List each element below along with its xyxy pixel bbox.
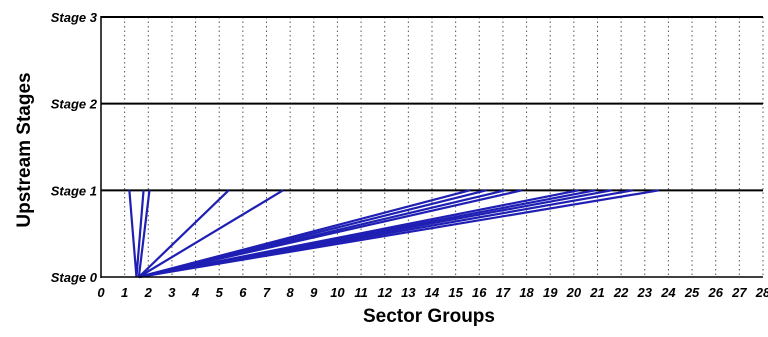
x-tick-label: 17 [496,285,511,300]
x-tick-label: 10 [330,285,345,300]
y-tick-labels: Stage 0 Stage 1 Stage 2 Stage 3 [51,10,98,285]
x-tick-label: 26 [707,285,723,300]
axes [100,16,763,278]
x-tick-label: 15 [448,285,463,300]
link-line [137,190,151,278]
y-tick-label: Stage 1 [51,183,97,198]
x-tick-label: 0 [97,285,105,300]
x-tick-label: 1 [121,285,128,300]
y-tick-label: Stage 3 [51,10,98,25]
link-line [135,190,145,278]
x-tick-label: 12 [377,285,392,300]
link-line [128,190,138,278]
x-tick-label: 18 [519,285,534,300]
grid [101,16,764,277]
x-tick-label: 20 [566,285,582,300]
x-tick-labels: 0 1 2 3 4 5 6 7 8 9 10 11 12 13 14 15 16 17 18 19 20 21 22 23 24… [97,285,768,300]
x-tick-label: 25 [684,285,700,300]
link-lines [128,189,660,279]
x-tick-label: 3 [168,285,176,300]
y-tick-label: Stage 0 [51,270,98,285]
x-tick-label: 5 [216,285,224,300]
x-tick-label: 14 [425,285,440,300]
x-tick-label: 27 [731,285,747,300]
x-axis-label: Sector Groups [363,306,495,327]
x-tick-label: 7 [263,285,271,300]
x-tick-label: 11 [354,285,368,300]
x-tick-label: 23 [637,285,653,300]
link-line [138,189,284,278]
x-tick-label: 22 [613,285,629,300]
x-tick-label: 9 [310,285,318,300]
x-tick-label: 24 [660,285,676,300]
y-axis-label: Upstream Stages [14,72,35,227]
y-tick-label: Stage 2 [51,97,98,112]
x-tick-label: 4 [191,285,200,300]
x-tick-label: 19 [543,285,558,300]
link-line [138,189,523,279]
link-line [138,189,660,279]
x-tick-label: 6 [239,285,247,300]
x-tick-label: 2 [144,285,153,300]
link-line [138,189,230,278]
x-tick-label: 13 [401,285,416,300]
x-tick-label: 16 [472,285,487,300]
x-tick-label: 8 [287,285,295,300]
x-tick-label: 28 [755,285,768,300]
x-tick-label: 21 [589,285,604,300]
